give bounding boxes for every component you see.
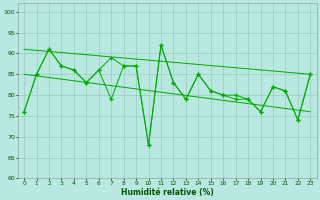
X-axis label: Humidité relative (%): Humidité relative (%) (121, 188, 213, 197)
